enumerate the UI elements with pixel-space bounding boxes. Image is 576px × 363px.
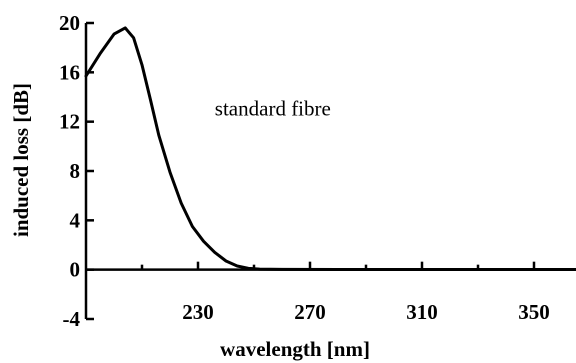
y-tick-label: -4 bbox=[63, 307, 81, 331]
y-ticks: -4 0 4 8 12 16 20 bbox=[59, 11, 94, 331]
series-line-standard-fibre bbox=[84, 26, 576, 271]
x-tick-label: 350 bbox=[518, 300, 550, 324]
y-tick-label: 8 bbox=[70, 159, 81, 183]
y-tick-label: 12 bbox=[59, 110, 80, 134]
y-tick-label: 0 bbox=[70, 258, 81, 282]
x-tick-label: 270 bbox=[294, 300, 326, 324]
y-tick-label: 4 bbox=[70, 208, 81, 232]
y-tick-label: 16 bbox=[59, 60, 80, 84]
x-ticks: 230 270 310 350 bbox=[140, 261, 550, 324]
y-axis-title: induced loss [dB] bbox=[9, 83, 33, 237]
axes bbox=[84, 23, 576, 319]
x-tick-label: 310 bbox=[406, 300, 438, 324]
y-tick-label: 20 bbox=[59, 11, 80, 35]
x-tick-label: 230 bbox=[182, 300, 214, 324]
annotation-standard-fibre: standard fibre bbox=[215, 97, 331, 121]
x-axis-title: wavelength [nm] bbox=[220, 337, 370, 361]
